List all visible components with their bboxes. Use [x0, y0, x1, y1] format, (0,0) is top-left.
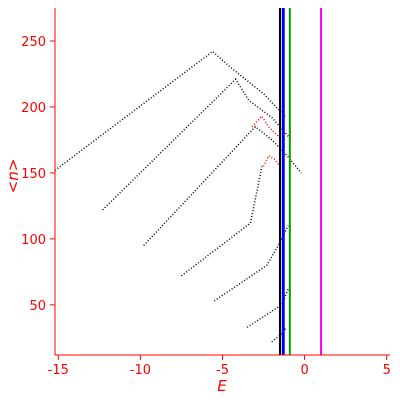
x-axis-title: E [217, 377, 227, 395]
y-tick-label-3: 200 [21, 101, 46, 116]
x-tick-label-0: -15 [48, 363, 69, 378]
y-axis-title: <n> [4, 159, 22, 194]
series-line-2 [143, 125, 302, 247]
x-tick-label-2: -5 [216, 363, 229, 378]
y-tick-label-2: 150 [21, 167, 46, 182]
vertical-lines [278, 8, 323, 355]
series-line-0 [54, 50, 286, 171]
axes: -15 -10 -5 0 5 50 100 150 200 250 [21, 8, 391, 378]
series-line-5 [262, 154, 281, 167]
y-tick-label-1: 100 [21, 233, 46, 248]
x-tick-label-1: -10 [130, 363, 151, 378]
y-tick-label-4: 250 [21, 35, 46, 50]
series-line-3 [251, 114, 279, 137]
series-line-8 [271, 326, 288, 343]
y-tick-label-0: 50 [29, 299, 46, 314]
x-tick-label-4: 5 [383, 363, 391, 378]
plot-area [54, 50, 302, 343]
x-tick-label-3: 0 [300, 363, 308, 378]
